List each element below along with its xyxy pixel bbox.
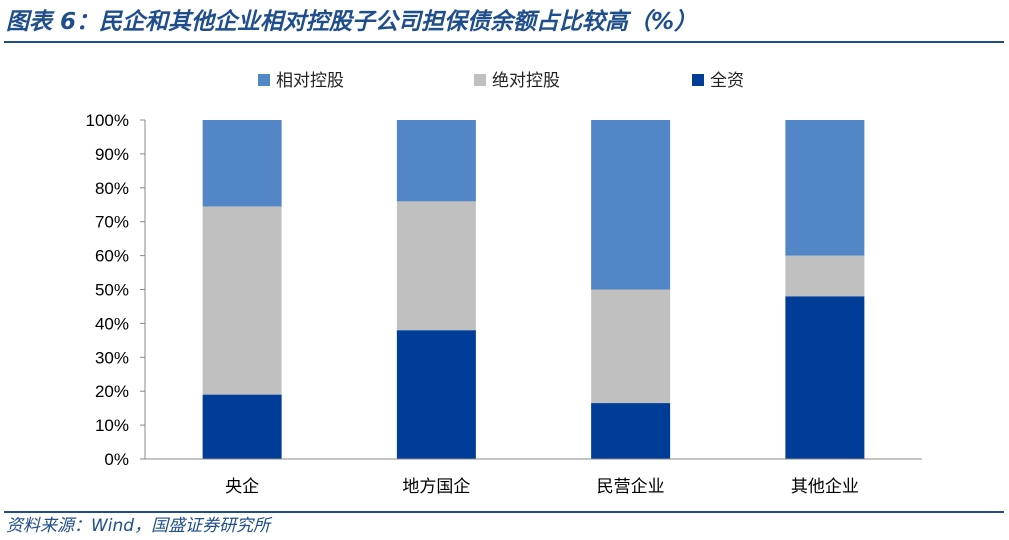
title-divider: [4, 41, 1004, 43]
legend-swatch: [692, 74, 704, 86]
y-tick-label: 40%: [95, 314, 129, 333]
x-category-label: 央企: [225, 477, 259, 497]
y-tick-label: 0%: [104, 450, 129, 469]
y-tick-label: 50%: [95, 281, 129, 300]
source-note: 资料来源：Wind，国盛证券研究所: [6, 516, 271, 536]
y-tick-label: 60%: [95, 247, 129, 266]
bar-segment: [785, 296, 865, 459]
x-axis: 央企 地方国企 民营企业 其他企业: [145, 458, 922, 497]
y-tick-label: 80%: [95, 179, 129, 198]
bar-segment: [396, 120, 476, 202]
legend: 相对控股 绝对控股 全资: [258, 71, 744, 91]
y-axis: 0% 10% 20% 30% 40% 50% 60% 70% 80% 90% 100%: [86, 111, 146, 469]
y-tick-label: 70%: [95, 213, 129, 232]
y-tick-label: 100%: [86, 111, 129, 130]
bars: [202, 120, 865, 459]
bar-segment: [591, 403, 671, 459]
bar-segment: [396, 201, 476, 331]
legend-label: 全资: [710, 71, 744, 91]
bar-segment: [785, 120, 865, 256]
legend-swatch: [474, 74, 486, 86]
legend-label: 相对控股: [276, 71, 344, 91]
legend-swatch: [258, 74, 270, 86]
x-category-label: 地方国企: [402, 477, 470, 497]
x-category-label: 民营企业: [597, 477, 665, 497]
bar-segment: [202, 120, 282, 207]
x-category-label: 其他企业: [791, 477, 859, 497]
source-divider: [4, 511, 1004, 513]
y-tick-label: 20%: [95, 382, 129, 401]
bar-segment: [396, 330, 476, 459]
bar-segment: [591, 289, 671, 404]
legend-label: 绝对控股: [492, 71, 560, 91]
bar-segment: [785, 255, 865, 297]
y-tick-label: 30%: [95, 348, 129, 367]
y-tick-label: 90%: [95, 145, 129, 164]
bar-segment: [591, 120, 671, 290]
bar-segment: [202, 394, 282, 459]
y-tick-label: 10%: [95, 416, 129, 435]
bar-segment: [202, 206, 282, 395]
chart-title: 图表 6：民企和其他企业相对控股子公司担保债余额占比较高（%）: [6, 9, 698, 35]
